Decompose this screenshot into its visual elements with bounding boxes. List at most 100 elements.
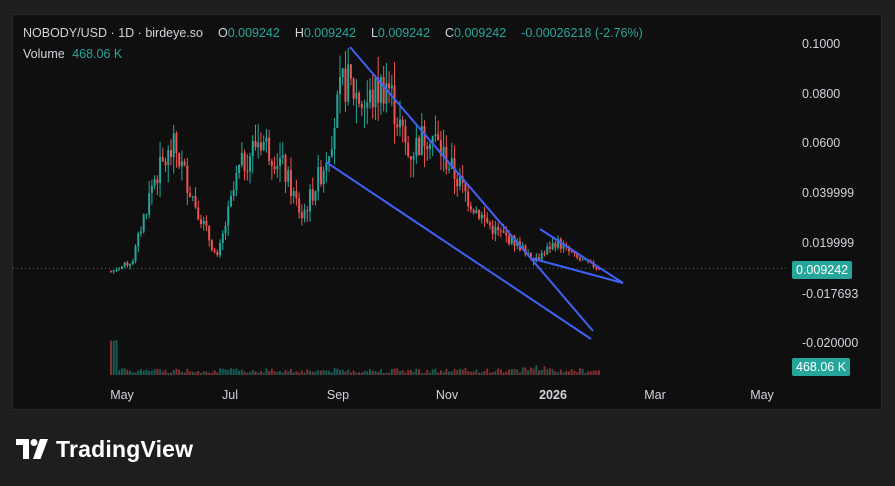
volume-bar — [257, 372, 260, 375]
volume-bar — [475, 369, 478, 375]
volume-bar — [388, 372, 391, 375]
candle-body — [510, 235, 513, 244]
candle-body — [150, 185, 153, 193]
candle-body — [439, 140, 442, 156]
volume-bar — [221, 368, 224, 375]
volume-bar — [295, 371, 298, 375]
candle-body — [546, 246, 549, 255]
volume-bar — [480, 372, 483, 375]
candle-body — [543, 253, 546, 255]
candle-body — [360, 103, 363, 108]
volume-bar — [183, 372, 186, 375]
volume-bar — [303, 372, 306, 375]
candle-body — [532, 258, 535, 262]
tradingview-logo-icon — [16, 439, 48, 459]
candle-body — [317, 167, 320, 192]
candle-body — [178, 153, 181, 167]
close-label: C — [445, 26, 455, 40]
volume-bar — [368, 369, 371, 375]
candle-body — [339, 77, 342, 95]
wedge-upper-line[interactable] — [349, 46, 594, 332]
volume-bar — [178, 369, 181, 375]
small-wedge-upper-line[interactable] — [539, 228, 624, 284]
volume-bar — [246, 372, 249, 375]
volume-bar — [418, 369, 421, 375]
candle-body — [551, 243, 554, 250]
volume-bar — [458, 368, 461, 375]
volume-bar — [120, 368, 123, 375]
candle-body — [254, 140, 257, 148]
symbol-legend[interactable]: NOBODY/USD · 1D · birdeye.so O0.009242 H… — [23, 26, 643, 40]
volume-bar — [401, 370, 404, 375]
candle-body — [576, 253, 579, 258]
volume-bar — [322, 370, 325, 375]
candle-body — [529, 252, 532, 259]
volume-bar — [344, 371, 347, 375]
price-chart[interactable] — [13, 15, 882, 410]
volume-bar — [279, 371, 282, 375]
volume-bar — [366, 371, 369, 375]
candle-body — [478, 210, 481, 219]
candle-body — [390, 85, 393, 89]
candle-body — [352, 78, 355, 99]
volume-bar — [589, 371, 592, 375]
legend-separator: · — [137, 26, 142, 40]
volume-bar — [437, 372, 440, 375]
volume-legend[interactable]: Volume 468.06 K — [23, 47, 122, 61]
volume-bar — [431, 369, 434, 375]
wedge-lower-line[interactable] — [325, 161, 592, 340]
volume-bar — [385, 372, 388, 375]
volume-bar — [229, 368, 232, 375]
high-label: H — [294, 26, 304, 40]
volume-value: 468.06 K — [72, 47, 123, 61]
trendlines[interactable] — [325, 46, 624, 340]
candle-body — [303, 210, 306, 219]
volume-bar — [276, 371, 279, 375]
candle-body — [148, 192, 151, 215]
tradingview-brand[interactable]: TradingView — [16, 434, 193, 464]
current-price-tag: 0.009242 — [792, 261, 853, 279]
candle-body — [191, 196, 194, 198]
volume-bar — [112, 340, 115, 375]
volume-bar — [598, 370, 600, 375]
candle-body — [180, 161, 183, 167]
volume-bar — [232, 369, 235, 375]
volume-bar — [379, 369, 382, 375]
volume-bar — [150, 370, 153, 375]
interval-label[interactable]: 1D — [118, 26, 135, 40]
open-label: O — [217, 26, 228, 40]
volume-bar — [325, 370, 328, 375]
volume-bar — [548, 368, 551, 375]
candle-body — [573, 252, 576, 254]
volume-bar — [118, 370, 121, 375]
volume-bar — [521, 367, 524, 375]
open-value: 0.009242 — [227, 26, 280, 40]
volume-bar — [592, 370, 595, 375]
candle-body — [524, 245, 527, 255]
candle-body — [159, 156, 162, 184]
volume-bar — [161, 371, 164, 375]
small-wedge-lower-line[interactable] — [533, 258, 624, 284]
candle-body — [584, 259, 587, 261]
volume-bar — [189, 371, 192, 375]
symbol-name[interactable]: NOBODY/USD — [23, 26, 108, 40]
volume-bar — [309, 370, 312, 375]
candle-body — [491, 225, 494, 235]
volume-bar — [172, 370, 175, 375]
volume-bar — [180, 371, 183, 375]
volume-bar — [139, 369, 142, 375]
volume-bar — [559, 369, 562, 375]
volume-bar — [273, 371, 276, 375]
candle-body — [559, 239, 562, 249]
data-source: birdeye.so — [145, 26, 203, 40]
time-tick: May — [750, 388, 774, 402]
candle-body — [156, 179, 159, 184]
candle-body — [164, 161, 167, 166]
candle-body — [139, 231, 142, 234]
candle-body — [325, 162, 328, 171]
candle-body — [120, 266, 123, 270]
candle-body — [115, 269, 118, 271]
volume-bar — [216, 372, 219, 375]
chart-panel[interactable]: NOBODY/USD · 1D · birdeye.so O0.009242 H… — [12, 14, 882, 410]
volume-bar — [510, 369, 513, 375]
